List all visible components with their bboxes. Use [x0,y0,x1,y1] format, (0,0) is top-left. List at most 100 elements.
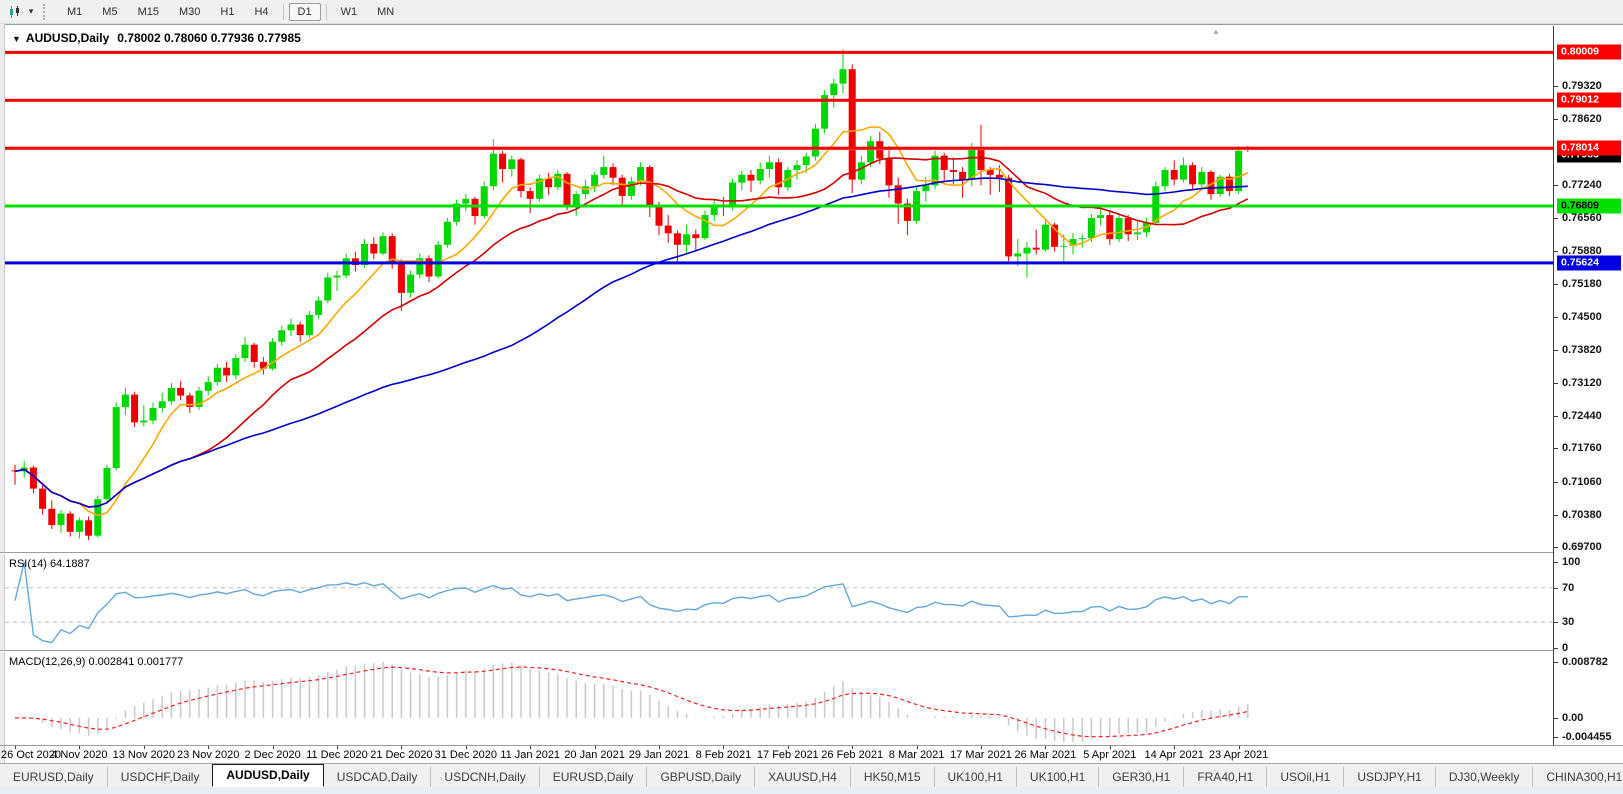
date-axis-label: 13 Nov 2020 [112,749,175,761]
price-axis-tick [1554,383,1558,385]
date-axis-label: 17 Feb 2021 [756,749,819,761]
timeframe-button-d1[interactable]: D1 [288,2,321,21]
price-axis-tick-label: 0.71760 [1562,442,1602,455]
macd-axis-tick [1554,662,1558,663]
chart-shift-marker[interactable]: ▲ [1212,27,1220,36]
price-axis-tick-label: 0.75180 [1562,278,1602,291]
macd-chart-svg[interactable] [5,652,1553,745]
price-axis[interactable]: 0.79320 0.78620 0.77240 0.76560 0.75880 0.751… [1553,26,1623,745]
toolbar: ▾ M1 M5 M15 M30 H1 H4 D1 W1 MN [0,0,1623,24]
hline-price-badge: 0.80009 [1557,44,1621,60]
date-axis-tick [723,746,725,749]
timeframe-button-w1[interactable]: W1 [340,5,358,18]
macd-axis-tick-label: -0.004455 [1562,731,1612,743]
date-axis-label: 4 Nov 2020 [51,749,108,761]
date-axis-label: 5 Apr 2021 [1083,749,1137,761]
price-axis-tick [1554,119,1558,121]
price-axis-tick-label: 0.73820 [1562,343,1602,356]
price-pane[interactable] [5,26,1553,552]
timeframe-button-m30[interactable]: M30 [178,5,201,18]
date-axis-line [0,745,1623,746]
date-axis-tick [15,746,16,749]
collapse-icon[interactable]: ▼ [12,34,21,44]
hline-price-badge: 0.76809 [1557,198,1621,214]
price-axis-tick [1554,218,1558,219]
timeframe-button-m1[interactable]: M1 [67,5,83,18]
rsi-axis-tick-label: 30 [1562,616,1575,629]
date-axis-tick [594,746,596,749]
timeframe-button-m15[interactable]: M15 [137,5,159,18]
date-axis-tick [787,746,789,749]
chart-tab-audusd-daily[interactable]: AUDUSD,Daily [212,764,324,787]
chart-tab-gbpusd-daily[interactable]: GBPUSD,Daily [646,767,754,787]
chart-tab-fra40-h1[interactable]: FRA40,H1 [1183,767,1266,787]
price-axis-tick [1554,316,1558,318]
macd-values: 0.002841 0.001777 [88,656,184,668]
hline-price-badge: 0.78014 [1557,140,1621,156]
date-axis-tick [465,746,467,749]
price-axis-tick-label: 0.72440 [1562,409,1602,422]
timeframe-button-h1[interactable]: H1 [220,5,235,18]
price-axis-tick-label: 0.78620 [1562,113,1602,126]
chart-tab-eurusd-daily[interactable]: EURUSD,Daily [13,770,94,784]
chart-tab-ger30-h1[interactable]: GER30,H1 [1098,767,1183,787]
rsi-axis-tick-label: 100 [1562,556,1581,568]
macd-pane[interactable] [5,652,1553,745]
toolbar-grip-handle[interactable] [43,3,49,20]
price-axis-tick [1554,415,1558,417]
hline-price-badge: 0.79012 [1557,92,1621,108]
chart-tab-usoil-h1[interactable]: USOil,H1 [1266,767,1343,787]
chart-tab-dj30-weekly[interactable]: DJ30,Weekly [1434,767,1532,787]
price-axis-tick [1554,547,1558,549]
rsi-name: RSI(14) [9,558,47,570]
rsi-chart-svg[interactable] [5,554,1553,650]
chart-tab-eurusd-daily[interactable]: EURUSD,Daily [538,767,647,787]
price-chart-svg[interactable] [5,26,1553,552]
chart-symbol-label: AUDUSD,Daily [25,31,110,45]
chart-tab-china300-h1[interactable]: CHINA300,H1 [1532,767,1623,787]
rsi-axis-tick-label: 70 [1562,581,1575,594]
price-axis-tick [1554,250,1558,252]
date-axis-label: 23 Apr 2021 [1208,749,1269,761]
price-axis-tick [1554,185,1558,187]
price-axis-tick-label: 0.71060 [1562,475,1602,488]
macd-axis-tick [1554,737,1558,738]
date-axis-label: 14 Apr 2021 [1144,749,1204,761]
macd-axis-tick-label: 0.00 [1562,712,1584,724]
pane-separator[interactable] [0,552,1623,554]
macd-name: MACD(12,26,9) [9,656,86,668]
pane-separator[interactable] [0,650,1623,652]
timeframe-button-m5[interactable]: M5 [102,5,118,18]
chart-tab-uk100-h1[interactable]: UK100,H1 [1015,767,1098,787]
price-axis-tick [1554,514,1558,516]
timeframe-button-mn[interactable]: MN [377,5,395,18]
date-axis[interactable]: 26 Oct 2020 4 Nov 2020 13 Nov 2020 23 Nov 2… [1,746,1623,763]
date-axis-label: 11 Jan 2021 [500,749,561,761]
date-axis-label: 8 Mar 2021 [888,749,945,761]
chart-tools-icon[interactable] [5,2,25,21]
date-axis-label: 20 Jan 2021 [564,749,625,761]
macd-axis-tick [1554,718,1558,719]
price-axis-tick-label: 0.79320 [1562,79,1602,92]
chart-tab-uk100-h1[interactable]: UK100,H1 [933,767,1016,787]
date-axis-label: 21 Dec 2020 [370,749,433,761]
price-axis-tick-label: 0.69700 [1562,541,1602,554]
chart-tab-xauusd-h4[interactable]: XAUUSD,H4 [754,767,850,787]
chart-tab-usdcad-daily[interactable]: USDCAD,Daily [336,770,418,784]
window-bottom-edge [0,787,1623,794]
date-axis-tick [659,746,660,749]
chart-tab-hk50-m15[interactable]: HK50,M15 [849,767,934,787]
date-axis-tick [981,746,982,749]
chart-tab-usdchf-daily[interactable]: USDCHF,Daily [106,767,213,787]
chart-tab-usdcnh-daily[interactable]: USDCNH,Daily [430,767,538,787]
price-axis-tick [1554,85,1558,87]
macd-axis-tick-label: 0.008782 [1562,656,1608,668]
price-axis-tick-label: 0.75880 [1562,244,1602,257]
date-axis-label: 17 Mar 2021 [950,749,1012,761]
date-axis-label: 29 Jan 2021 [628,749,690,761]
chart-tab-usdjpy-h1[interactable]: USDJPY,H1 [1343,767,1434,787]
date-axis-tick [208,746,210,749]
timeframe-button-h4[interactable]: H4 [254,5,269,18]
chart-tools-dropdown-caret-icon[interactable]: ▾ [28,6,34,16]
rsi-pane[interactable] [5,554,1553,650]
